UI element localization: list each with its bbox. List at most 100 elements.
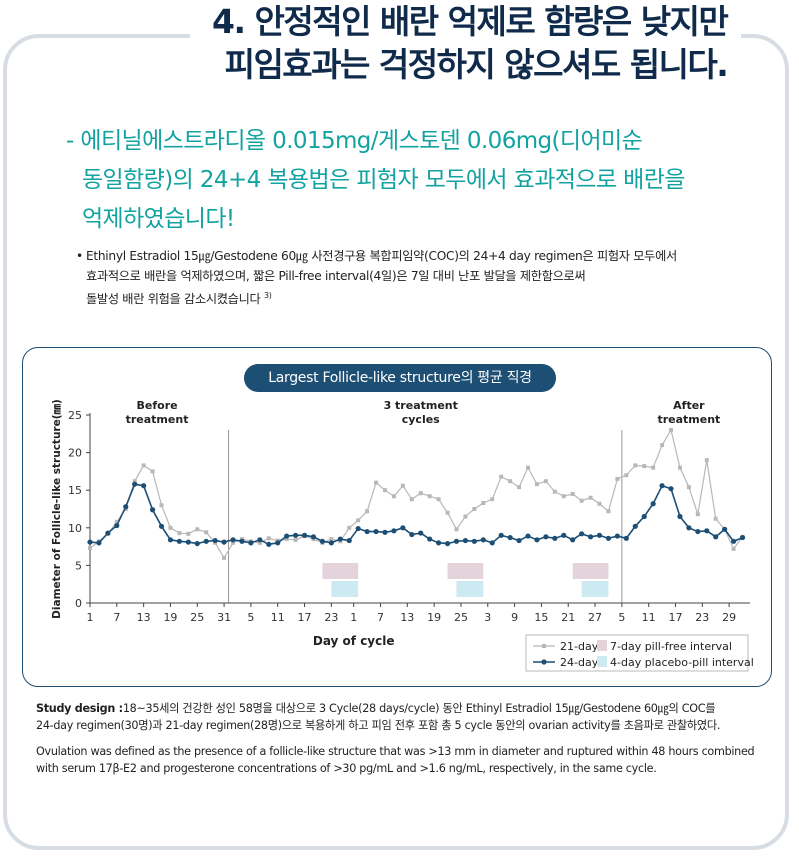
note-line-2: 효과적으로 배란을 억제하였으며, 짧은 Pill-free interval(… (86, 269, 586, 283)
placebo-interval-3 (456, 581, 484, 597)
point-24-day-73 (739, 534, 746, 541)
x-tick-label-13: 19 (427, 611, 441, 624)
legend-label-21: 21-day (560, 640, 599, 653)
point-24-day-68 (695, 528, 701, 535)
point-21-day-45 (490, 497, 495, 502)
point-24-day-42 (462, 537, 469, 544)
x-tick-label-4: 25 (190, 611, 204, 624)
x-tick-label-3: 19 (163, 611, 177, 624)
ovulation-definition: Ovulation was defined as the presence of… (36, 743, 766, 777)
point-24-day-5 (132, 481, 138, 487)
x-tick-label-18: 21 (561, 611, 575, 624)
point-21-day-23 (293, 537, 298, 542)
point-21-day-15 (222, 555, 227, 560)
point-24-day-4 (123, 504, 129, 510)
placebo-interval-5 (581, 581, 609, 597)
point-24-day-59 (614, 533, 620, 539)
x-tick-label-23: 23 (695, 611, 709, 624)
point-21-day-51 (543, 479, 548, 484)
placebo-interval-1 (331, 581, 359, 597)
point-21-day-72 (731, 546, 736, 551)
bullet-icon: • (76, 249, 83, 263)
point-24-day-1 (96, 540, 102, 546)
x-tick-label-14: 25 (454, 611, 468, 624)
legend-label-placebo: 4-day placebo-pill interval (610, 656, 754, 669)
note-line-3-text: 돌발성 배란 위험을 감소시켰습니다 (86, 292, 261, 307)
point-24-day-13 (203, 538, 209, 544)
x-tick-label-20: 5 (618, 611, 625, 624)
point-24-day-24 (301, 532, 308, 538)
point-21-day-34 (391, 494, 396, 499)
x-tick-label-5: 31 (217, 611, 231, 624)
point-21-day-44 (481, 500, 486, 505)
x-tick-label-19: 27 (588, 611, 602, 624)
y-tick-label-5: 5 (75, 559, 82, 572)
point-21-day-12 (195, 527, 200, 532)
point-21-day-36 (409, 497, 414, 502)
point-24-day-45 (489, 540, 495, 546)
point-21-day-19 (257, 540, 262, 545)
point-24-day-47 (507, 534, 513, 541)
point-24-day-12 (194, 540, 200, 547)
point-24-day-58 (605, 535, 612, 541)
pillfree-interval-2 (447, 563, 484, 579)
point-24-day-20 (266, 541, 272, 547)
point-24-day-30 (355, 525, 361, 532)
point-21-day-9 (168, 525, 173, 530)
subtitle-block: - 에티닐에스트라디올 0.015mg/게스토덴 0.06mg(디어미순 동일함… (66, 122, 776, 239)
summary-note: • Ethinyl Estradiol 15㎍/Gestodene 60㎍ 사전… (76, 246, 776, 309)
point-21-day-55 (579, 498, 584, 503)
point-21-day-63 (651, 465, 656, 470)
point-21-day-60 (624, 473, 629, 478)
phase-label-0-line2: treatment (126, 413, 189, 426)
chart-frame (22, 347, 772, 687)
point-24-day-11 (185, 539, 191, 545)
point-21-day-11 (186, 531, 191, 536)
point-21-day-0 (88, 546, 92, 551)
study-design-text: Study design :18~35세의 건강한 성인 58명을 대상으로 3… (36, 700, 766, 734)
pillfree-interval-4 (572, 563, 609, 579)
point-21-day-67 (686, 485, 691, 490)
x-tick-label-21: 11 (642, 611, 656, 624)
point-24-day-3 (114, 522, 120, 529)
series-line-21-day (89, 428, 744, 560)
title-line-2: 피임효과는 걱정하지 않으셔도 됩니다. (224, 45, 729, 84)
point-21-day-52 (552, 489, 557, 494)
point-21-day-56 (588, 495, 593, 500)
x-tick-label-22: 17 (668, 611, 682, 624)
point-24-day-14 (212, 537, 218, 544)
title-block: 4. 안정적인 배란 억제로 함량은 낮지만 피임효과는 걱정하지 않으셔도 됩… (190, 0, 742, 86)
point-21-day-62 (642, 464, 647, 469)
point-24-day-62 (641, 513, 647, 520)
point-24-day-57 (596, 532, 603, 538)
point-21-day-65 (669, 428, 674, 433)
study-line-1: 18~35세의 건강한 성인 58명을 대상으로 3 Cycle(28 days… (122, 702, 716, 715)
study-line-2: 24-day regimen(30명)과 21-day regimen(28명)… (36, 719, 721, 732)
point-21-day-64 (660, 443, 665, 448)
point-24-day-28 (337, 536, 343, 542)
y-tick-label-20: 20 (68, 447, 82, 460)
point-21-day-47 (508, 479, 513, 484)
point-24-day-15 (221, 539, 227, 545)
point-21-day-16 (231, 540, 236, 545)
y-tick-label-10: 10 (68, 522, 82, 535)
point-21-day-29 (347, 525, 352, 530)
point-24-day-8 (158, 523, 165, 529)
point-24-day-71 (722, 526, 728, 532)
legend-box (525, 634, 749, 672)
legend-marker-24 (541, 659, 547, 665)
point-21-day-50 (534, 482, 539, 487)
point-24-day-72 (730, 538, 737, 544)
y-tick-label-25: 25 (68, 409, 82, 422)
x-tick-label-10: 1 (350, 611, 357, 624)
x-tick-label-1: 7 (113, 611, 120, 624)
x-tick-label-15: 3 (484, 611, 491, 624)
x-tick-label-17: 15 (534, 611, 548, 624)
point-21-day-6 (141, 463, 146, 468)
point-21-day-10 (177, 531, 182, 536)
x-tick-label-8: 17 (298, 611, 312, 624)
legend-label-24: 24-day (560, 656, 599, 669)
x-tick-label-9: 23 (324, 611, 338, 624)
phase-label-1-line2: cycles (402, 413, 440, 426)
